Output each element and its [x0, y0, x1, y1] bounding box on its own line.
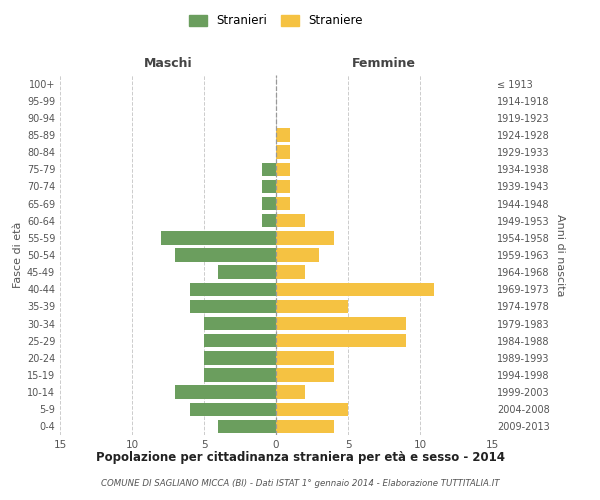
- Bar: [276, 368, 334, 382]
- Bar: [262, 162, 276, 176]
- Bar: [190, 402, 276, 416]
- Bar: [175, 386, 276, 399]
- Bar: [276, 386, 305, 399]
- Bar: [190, 300, 276, 313]
- Text: Maschi: Maschi: [143, 57, 193, 70]
- Bar: [276, 248, 319, 262]
- Text: Femmine: Femmine: [352, 57, 416, 70]
- Bar: [204, 317, 276, 330]
- Bar: [218, 266, 276, 279]
- Bar: [262, 180, 276, 193]
- Bar: [276, 282, 434, 296]
- Bar: [262, 197, 276, 210]
- Bar: [204, 351, 276, 364]
- Text: COMUNE DI SAGLIANO MICCA (BI) - Dati ISTAT 1° gennaio 2014 - Elaborazione TUTTIT: COMUNE DI SAGLIANO MICCA (BI) - Dati IST…: [101, 480, 499, 488]
- Bar: [276, 162, 290, 176]
- Bar: [276, 334, 406, 347]
- Bar: [204, 334, 276, 347]
- Bar: [204, 368, 276, 382]
- Bar: [218, 420, 276, 433]
- Legend: Stranieri, Straniere: Stranieri, Straniere: [185, 11, 367, 31]
- Bar: [175, 248, 276, 262]
- Y-axis label: Fasce di età: Fasce di età: [13, 222, 23, 288]
- Bar: [276, 317, 406, 330]
- Bar: [161, 231, 276, 244]
- Bar: [276, 214, 305, 228]
- Bar: [276, 402, 348, 416]
- Y-axis label: Anni di nascita: Anni di nascita: [555, 214, 565, 296]
- Bar: [276, 180, 290, 193]
- Bar: [262, 214, 276, 228]
- Bar: [276, 420, 334, 433]
- Bar: [190, 282, 276, 296]
- Bar: [276, 197, 290, 210]
- Bar: [276, 146, 290, 159]
- Text: Popolazione per cittadinanza straniera per età e sesso - 2014: Popolazione per cittadinanza straniera p…: [95, 451, 505, 464]
- Bar: [276, 128, 290, 141]
- Bar: [276, 300, 348, 313]
- Bar: [276, 351, 334, 364]
- Bar: [276, 231, 334, 244]
- Bar: [276, 266, 305, 279]
